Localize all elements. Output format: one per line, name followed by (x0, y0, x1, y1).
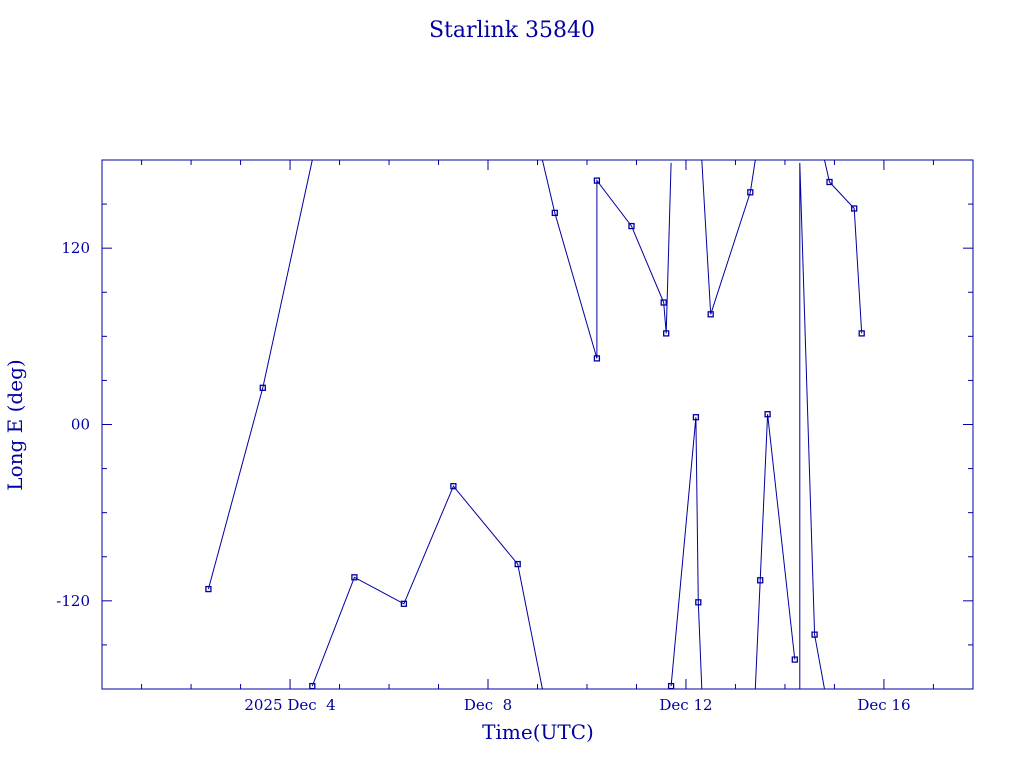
data-point (205, 585, 212, 593)
series-line (670, 417, 703, 690)
data-point (514, 560, 521, 568)
data-point (695, 599, 702, 606)
data-point (400, 600, 408, 607)
x-tick-label: 2025 Dec 4 (244, 696, 335, 714)
series-line (701, 159, 756, 315)
series-line (311, 485, 543, 690)
y-tick-label: -120 (56, 592, 90, 610)
y-axis-label: Long E (deg) (3, 359, 27, 490)
data-point (593, 177, 601, 184)
data-point (259, 384, 266, 391)
series-line (799, 162, 825, 690)
data-point (692, 414, 700, 421)
x-tick-label: Dec 16 (857, 696, 910, 714)
plot-frame (101, 159, 974, 690)
data-point (707, 311, 714, 318)
data-point (791, 656, 798, 663)
data-point (811, 631, 818, 638)
series-line (541, 159, 672, 359)
chart-title: Starlink 35840 (429, 18, 595, 43)
data-point (663, 330, 670, 337)
data-point (851, 205, 858, 212)
data-point (747, 189, 754, 196)
x-axis-ticks: 2025 Dec 4 Dec 8 Dec 12 Dec 16 (141, 160, 934, 714)
data-point (858, 330, 865, 337)
data-point (826, 178, 833, 186)
data-point (628, 222, 635, 230)
y-tick-label: 00 (71, 416, 90, 434)
plot-area (205, 159, 865, 690)
x-axis-label: Time(UTC) (482, 720, 594, 744)
data-point (450, 483, 457, 490)
series-line (207, 159, 313, 590)
data-point (351, 574, 358, 581)
x-tick-label: Dec 8 (464, 696, 512, 714)
data-point (757, 577, 764, 584)
y-axis-ticks: 120 00 -120 (56, 203, 973, 646)
data-point (551, 209, 558, 217)
data-point (593, 355, 601, 362)
data-point (764, 411, 771, 418)
data-point (660, 299, 667, 306)
x-tick-label: Dec 12 (659, 696, 712, 714)
series-line (754, 414, 796, 690)
y-tick-label: 120 (61, 239, 90, 257)
series-line (824, 159, 863, 334)
